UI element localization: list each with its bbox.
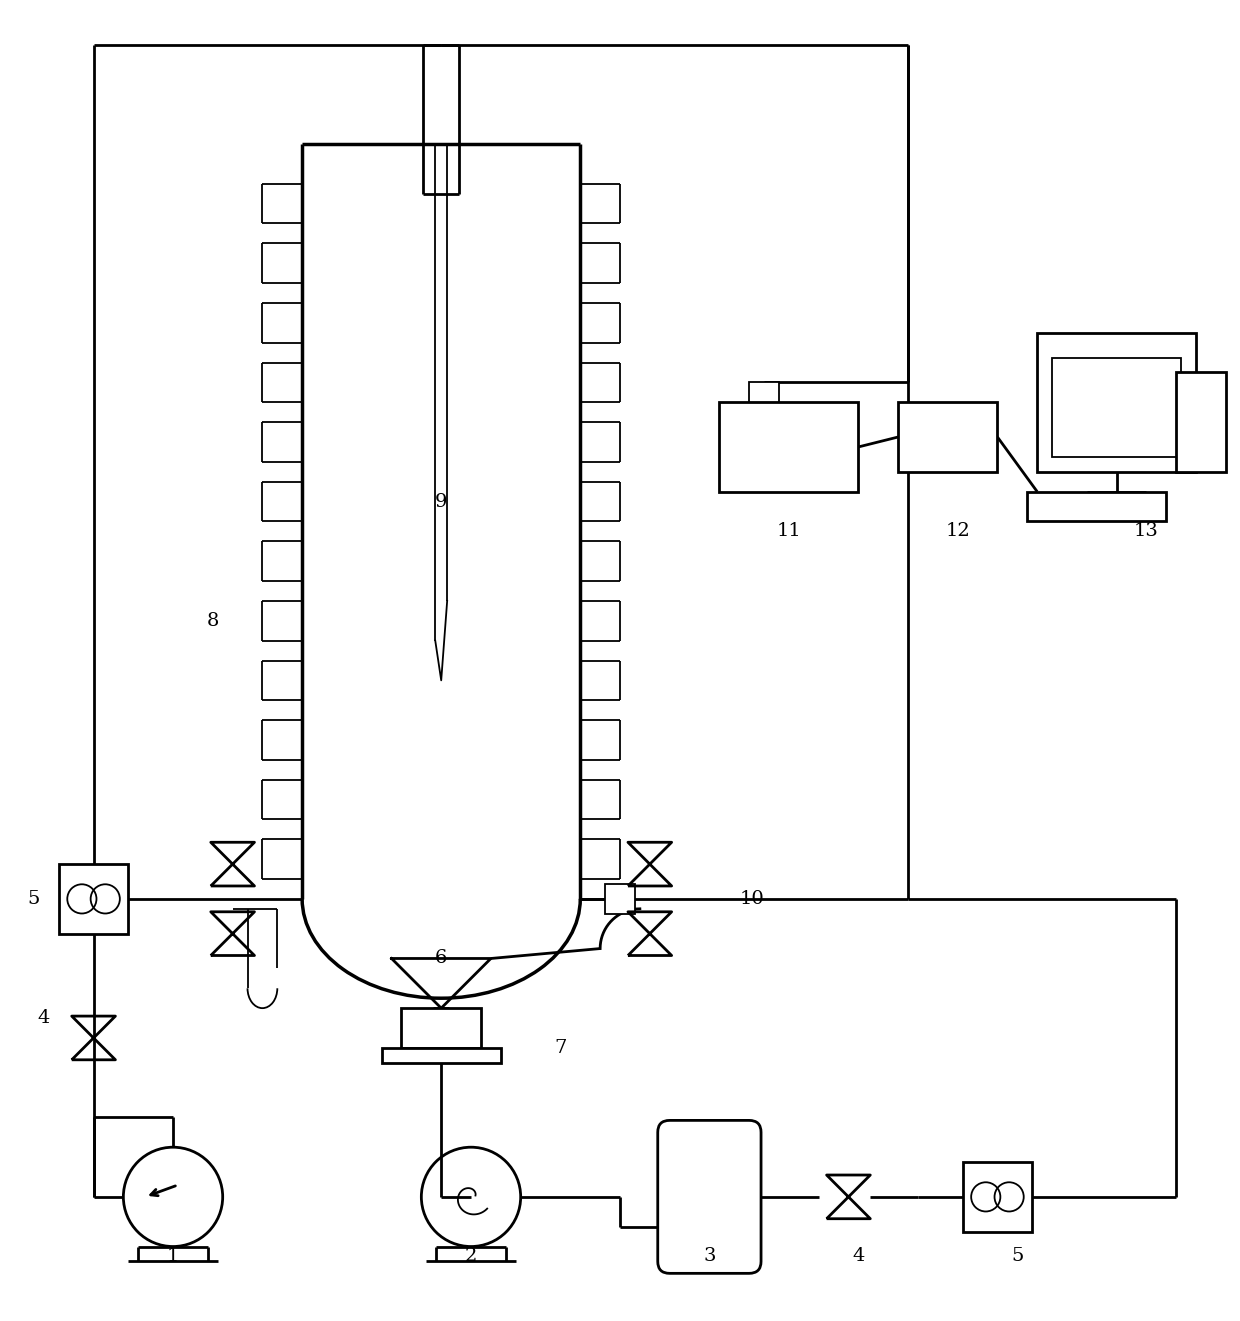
Bar (1037, 333, 1197, 472)
Text: 12: 12 (945, 522, 970, 540)
Text: 11: 11 (776, 522, 801, 540)
Text: 10: 10 (739, 890, 764, 908)
Polygon shape (392, 959, 491, 1008)
Bar (1177, 373, 1226, 472)
Text: 6: 6 (435, 950, 448, 967)
Bar (382, 1048, 501, 1063)
Text: 1: 1 (167, 1247, 180, 1266)
Bar (58, 864, 128, 934)
Bar (719, 403, 858, 491)
Bar (1052, 358, 1182, 457)
FancyBboxPatch shape (657, 1120, 761, 1273)
Text: 3: 3 (703, 1247, 715, 1266)
Bar (962, 1162, 1032, 1231)
Bar (605, 884, 635, 914)
Text: 8: 8 (207, 612, 219, 630)
Text: 5: 5 (1011, 1247, 1023, 1266)
Text: 4: 4 (852, 1247, 864, 1266)
Text: 9: 9 (435, 493, 448, 511)
Text: 5: 5 (27, 890, 40, 908)
Text: 4: 4 (37, 1009, 50, 1028)
Text: 13: 13 (1135, 522, 1159, 540)
Bar (1027, 491, 1167, 522)
Text: 2: 2 (465, 1247, 477, 1266)
Bar (749, 382, 779, 403)
Bar (402, 1008, 481, 1048)
Bar (898, 403, 997, 472)
Text: 7: 7 (554, 1038, 567, 1057)
